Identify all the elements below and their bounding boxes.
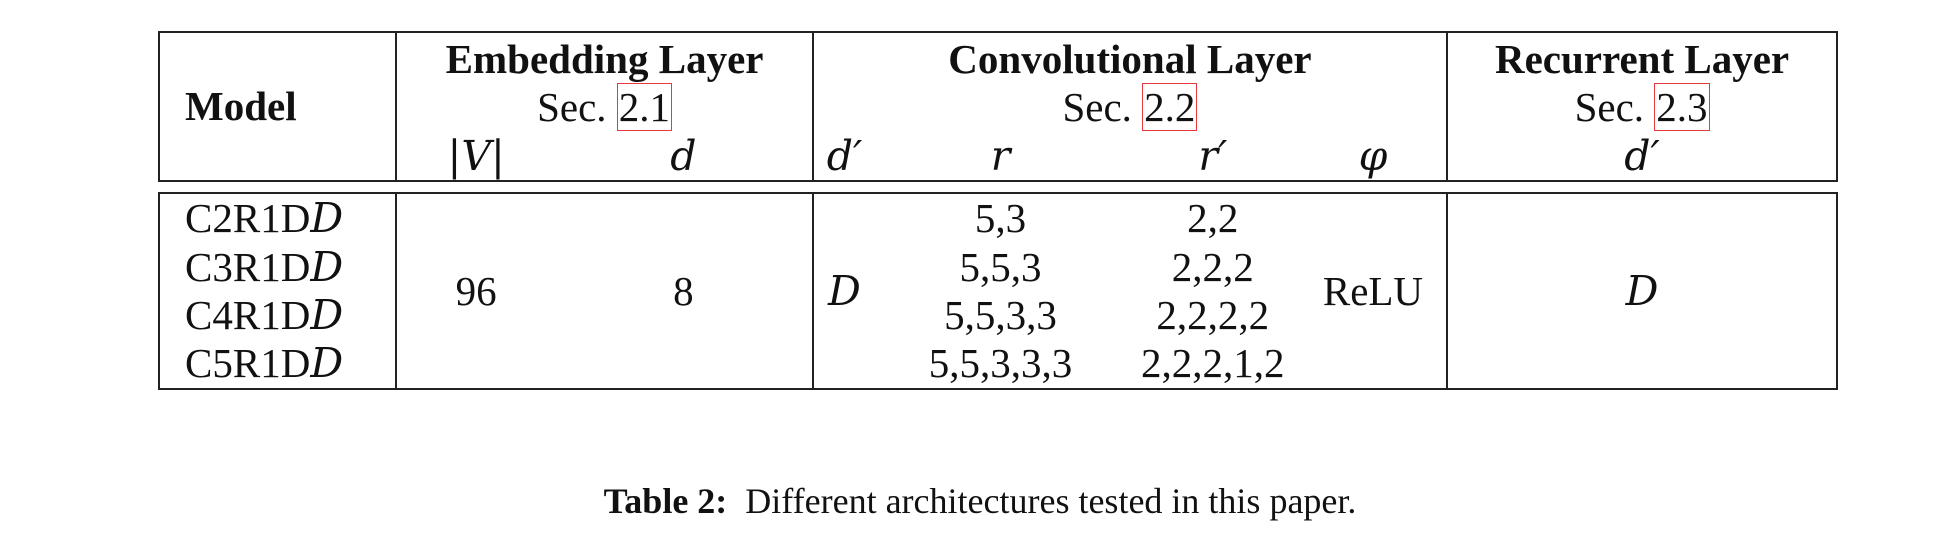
conv-r-value: 5,5,3,3,3 — [875, 339, 1126, 390]
table-row: C2R1DD 96 8 D 5,3 2,2 ReLU D — [157, 192, 1838, 390]
conv-r-value: 5,5,3 — [959, 243, 1042, 290]
col-header-rec-dprime: d′ — [1447, 131, 1838, 183]
model-dim-var: D — [310, 339, 344, 388]
header-row-params: |V| d d′ r r′ φ d′ — [159, 131, 1838, 183]
table-row: C5R1DD 5,5,3,3,3 2,2,2,1,2 — [157, 339, 1837, 390]
model-name: C4R1D — [185, 291, 311, 338]
model-dim-var: D — [310, 290, 344, 339]
conv-dprime-value: D — [812, 192, 876, 390]
conv-r-value: 5,5,3,3 — [944, 291, 1057, 338]
col-header-conv-phi: φ — [1299, 131, 1449, 183]
col-header-conv-rprime: r′ — [1125, 131, 1300, 183]
header-row-group-titles: Model Embedding Layer Convolutional Laye… — [157, 30, 1838, 183]
model-name: C2R1D — [185, 195, 311, 242]
recurrent-section-ref: Sec. 2.3 — [1447, 83, 1838, 132]
model-name: C3R1D — [185, 243, 311, 290]
col-header-conv-dprime: d′ — [812, 131, 876, 183]
col-header-vocab-size: |V| — [396, 131, 555, 183]
model-header: Model — [157, 30, 398, 183]
model-name-cell: C4R1DD — [157, 290, 398, 340]
caption-label: Table 2: — [603, 481, 728, 521]
section-prefix: Sec. — [1574, 84, 1645, 131]
embedding-dim-value: 8 — [554, 192, 814, 390]
architecture-table-container: Model Embedding Layer Convolutional Laye… — [157, 30, 1838, 390]
model-name-cell: C2R1DD — [157, 192, 398, 243]
table-caption: Table 2: Different architectures tested i… — [0, 480, 1960, 522]
table-row: C4R1DD 5,5,3,3 2,2,2,2 — [157, 290, 1837, 340]
section-link-2-3[interactable]: 2.3 — [1654, 83, 1710, 132]
recurrent-layer-header: Recurrent Layer — [1447, 30, 1838, 84]
col-header-conv-r: r — [875, 131, 1126, 183]
model-name: C5R1D — [185, 340, 311, 387]
rec-dprime-value: D — [1447, 192, 1838, 390]
model-name-cell: C5R1DD — [157, 339, 398, 390]
embedding-layer-header: Embedding Layer — [396, 30, 814, 84]
convolutional-layer-header: Convolutional Layer — [812, 30, 1449, 84]
section-link-2-2[interactable]: 2.2 — [1142, 83, 1198, 132]
conv-rprime-value: 2,2,2,1,2 — [1125, 339, 1300, 390]
table-row: C3R1DD 5,5,3 2,2,2 — [157, 242, 1837, 291]
model-name-cell: C3R1DD — [157, 242, 398, 291]
activation-value: ReLU — [1299, 192, 1449, 390]
convolutional-section-ref: Sec. 2.2 — [812, 83, 1449, 132]
section-link-2-1[interactable]: 2.1 — [616, 83, 673, 132]
model-dim-var: D — [310, 194, 344, 243]
table-gap — [159, 181, 1837, 193]
col-header-embedding-dim: d — [554, 131, 814, 183]
conv-rprime-value: 2,2,2 — [1171, 243, 1254, 290]
embedding-section-ref: Sec. 2.1 — [396, 83, 814, 132]
section-prefix: Sec. — [537, 84, 607, 131]
conv-rprime-value: 2,2,2,2 — [1156, 291, 1270, 338]
conv-rprime-value: 2,2 — [1125, 192, 1300, 243]
header-row-section-refs: Sec. 2.1 Sec. 2.2 Sec. 2.3 — [159, 83, 1838, 132]
vocab-size-value: 96 — [396, 192, 555, 390]
model-dim-var: D — [310, 242, 344, 291]
section-prefix: Sec. — [1062, 84, 1132, 131]
architecture-table: Model Embedding Layer Convolutional Laye… — [157, 30, 1838, 390]
caption-text: Different architectures tested in this p… — [745, 481, 1357, 521]
conv-r-value: 5,3 — [875, 192, 1126, 243]
